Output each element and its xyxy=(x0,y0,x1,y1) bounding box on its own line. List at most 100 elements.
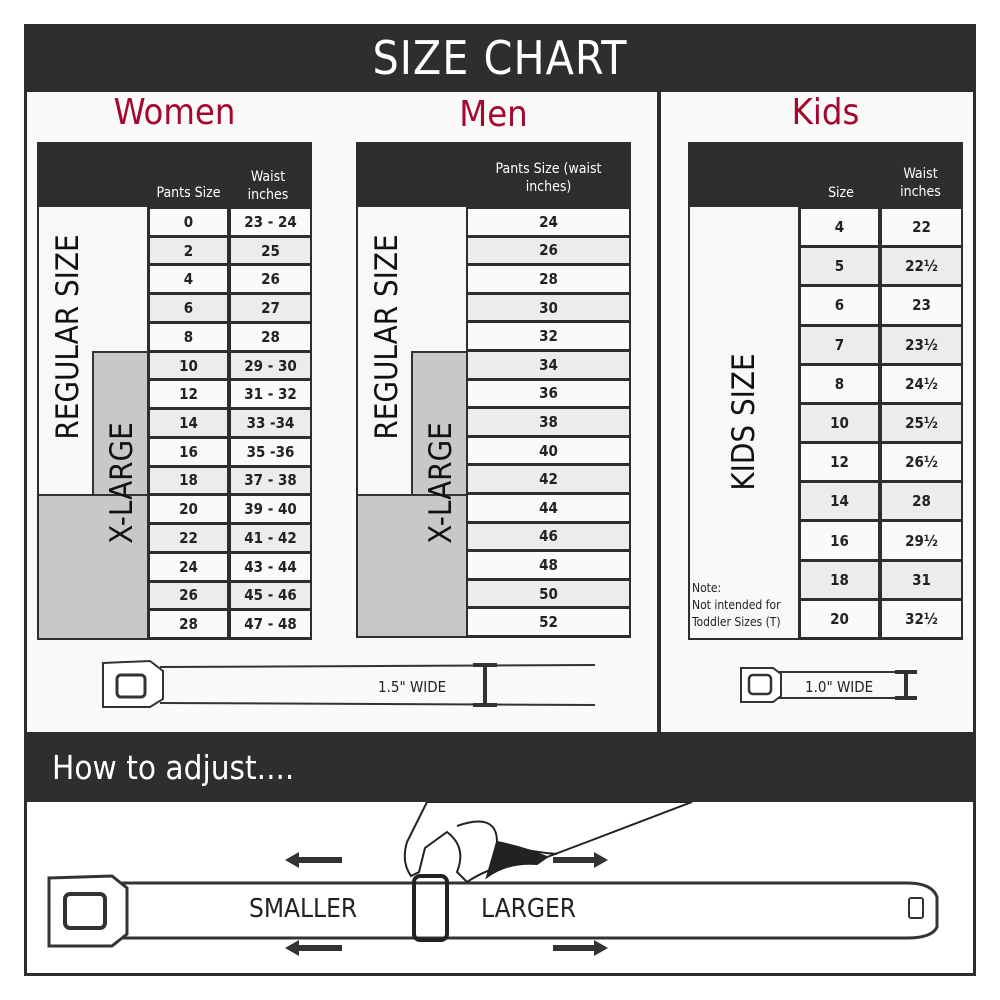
kids-cell: 4 xyxy=(801,209,878,246)
kids-cell: 25½ xyxy=(882,404,961,442)
buckle-icon xyxy=(740,667,782,703)
women-cell: 26 xyxy=(150,582,227,609)
women-cell: 23 - 24 xyxy=(231,209,310,235)
kids-cell: 6 xyxy=(801,287,878,324)
men-size-table: Pants Size (waist inches) REGULAR SIZE X… xyxy=(356,142,631,638)
women-cell: 12 xyxy=(150,381,227,408)
kids-cell: 10 xyxy=(801,404,878,442)
kids-size-table: Size Waist inches KIDS SIZE Note: Not in… xyxy=(688,142,963,640)
women-xlarge-label: X-LARGE xyxy=(104,422,140,544)
kids-cell: 24½ xyxy=(882,365,961,402)
how-to-adjust-heading: How to adjust.... xyxy=(24,732,976,802)
kids-col-waist: Waist inches xyxy=(900,166,941,200)
kids-col-size: Size xyxy=(828,185,854,201)
kids-cell: 20 xyxy=(801,600,878,637)
women-heading: Women xyxy=(113,92,236,133)
belt-illustration-1-0-inch xyxy=(740,667,917,703)
men-col-pants-size: Pants Size (waist inches) xyxy=(495,161,602,195)
arrow-right-icon xyxy=(553,852,608,956)
kids-cell: 18 xyxy=(801,561,878,598)
women-col-waist: Waist inches xyxy=(247,169,289,203)
kids-heading: Kids xyxy=(791,92,860,133)
buckle-icon xyxy=(47,874,129,948)
arrow-left-icon xyxy=(285,852,342,956)
women-cell: 18 xyxy=(150,467,227,494)
women-cell: 16 xyxy=(150,438,227,465)
buckle-icon xyxy=(102,659,164,708)
kids-cell: 22 xyxy=(882,209,961,246)
kids-cell: 7 xyxy=(801,326,878,363)
women-cell: 14 xyxy=(150,410,227,436)
women-cell: 37 - 38 xyxy=(231,467,310,494)
women-col-pants-size: Pants Size xyxy=(156,185,221,201)
women-cell: 22 xyxy=(150,525,227,551)
men-cell: 28 xyxy=(468,266,629,292)
men-cell: 26 xyxy=(468,237,629,264)
women-cell: 29 - 30 xyxy=(231,352,310,379)
women-cell: 39 - 40 xyxy=(231,496,310,523)
kids-cell: 23½ xyxy=(882,326,961,363)
women-cell: 28 xyxy=(150,611,227,637)
men-cell: 46 xyxy=(468,523,629,550)
kids-belt-width-label: 1.0" WIDE xyxy=(805,678,874,696)
women-regular-label: REGULAR SIZE xyxy=(50,234,86,440)
kids-cell: 31 xyxy=(882,561,961,598)
women-belt-width-label: 1.5" WIDE xyxy=(378,678,447,696)
page-title: SIZE CHART xyxy=(24,24,976,92)
hand-icon xyxy=(403,802,693,884)
women-cell: 10 xyxy=(150,352,227,379)
women-cell: 25 xyxy=(231,237,310,264)
kids-cell: 26½ xyxy=(882,444,961,481)
kids-cell: 14 xyxy=(801,483,878,520)
women-cell: 4 xyxy=(150,266,227,293)
men-cell: 34 xyxy=(468,352,629,378)
women-cell: 43 - 44 xyxy=(231,553,310,580)
men-xlarge-label: X-LARGE xyxy=(423,422,459,544)
women-cell: 20 xyxy=(150,496,227,523)
women-cell: 0 xyxy=(150,209,227,235)
smaller-label: SMALLER xyxy=(249,894,358,924)
adjust-illustration xyxy=(47,802,939,956)
men-cell: 30 xyxy=(468,294,629,321)
note-line-2: Toddler Sizes (T) xyxy=(692,615,781,629)
women-cell: 31 - 32 xyxy=(231,381,310,408)
section-divider xyxy=(657,92,661,732)
kids-cell: 23 xyxy=(882,287,961,324)
kids-cell: 5 xyxy=(801,248,878,285)
kids-cell: 8 xyxy=(801,365,878,402)
men-cell: 36 xyxy=(468,380,629,407)
kids-note: Note: Not intended for Toddler Sizes (T) xyxy=(692,580,781,631)
belt-illustration-1-5-inch xyxy=(102,659,596,708)
women-cell: 24 xyxy=(150,553,227,580)
kids-cell: 12 xyxy=(801,444,878,481)
kids-cell: 16 xyxy=(801,522,878,559)
men-regular-label: REGULAR SIZE xyxy=(369,234,405,440)
women-cell: 35 -36 xyxy=(231,438,310,465)
men-cell: 32 xyxy=(468,323,629,349)
men-cell: 24 xyxy=(468,209,629,235)
women-cell: 28 xyxy=(231,323,310,350)
kids-cell: 28 xyxy=(882,483,961,520)
women-size-table: Pants Size Waist inches REGULAR SIZE X-L… xyxy=(37,142,312,640)
larger-label: LARGER xyxy=(481,894,577,924)
kids-cell: 32½ xyxy=(882,600,961,637)
note-title: Note: xyxy=(692,581,722,595)
men-cell: 40 xyxy=(468,437,629,464)
women-cell: 26 xyxy=(231,266,310,293)
slider-loop-icon xyxy=(412,874,449,942)
men-xlarge-area-lower xyxy=(358,494,466,636)
women-cell: 8 xyxy=(150,323,227,350)
men-cell: 48 xyxy=(468,552,629,578)
kids-cell: 22½ xyxy=(882,248,961,285)
men-cell: 52 xyxy=(468,609,629,635)
women-cell: 33 -34 xyxy=(231,410,310,436)
kids-cell: 29½ xyxy=(882,522,961,559)
men-cell: 50 xyxy=(468,580,629,607)
note-line-1: Not intended for xyxy=(692,598,781,612)
women-cell: 41 - 42 xyxy=(231,525,310,551)
kids-size-label: KIDS SIZE xyxy=(726,353,762,491)
women-cell: 45 - 46 xyxy=(231,582,310,609)
men-cell: 38 xyxy=(468,409,629,435)
women-cell: 47 - 48 xyxy=(231,611,310,637)
men-cell: 44 xyxy=(468,495,629,521)
